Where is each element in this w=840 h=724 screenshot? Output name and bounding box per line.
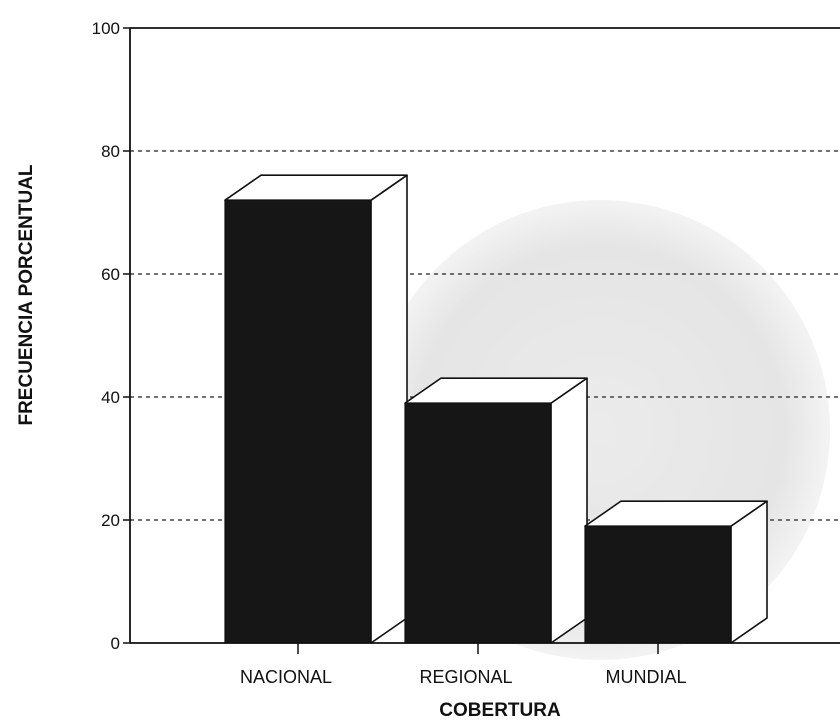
y-tick-label: 40 — [101, 388, 120, 407]
bar — [224, 199, 372, 644]
y-axis-title: FRECUENCIA PORCENTUAL — [16, 164, 37, 425]
axes — [123, 27, 840, 654]
y-tick-label: 80 — [101, 142, 120, 161]
bar — [584, 525, 732, 644]
x-tick-label: REGIONAL — [419, 667, 512, 687]
x-axis-title: COBERTURA — [439, 700, 561, 721]
bar-side-face — [550, 377, 588, 644]
bar-side-face — [370, 174, 408, 644]
x-tick-label: MUNDIAL — [605, 667, 686, 687]
x-tick-label: NACIONAL — [240, 667, 332, 687]
y-tick-label: 60 — [101, 265, 120, 284]
y-tick-label: 100 — [92, 19, 120, 38]
labels: 0 20 40 60 80 100 NACIONAL REGIONAL MUNDIAL — [92, 19, 687, 687]
y-tick-label: 20 — [101, 511, 120, 530]
y-tick-label: 0 — [111, 634, 120, 653]
bar — [404, 402, 552, 644]
